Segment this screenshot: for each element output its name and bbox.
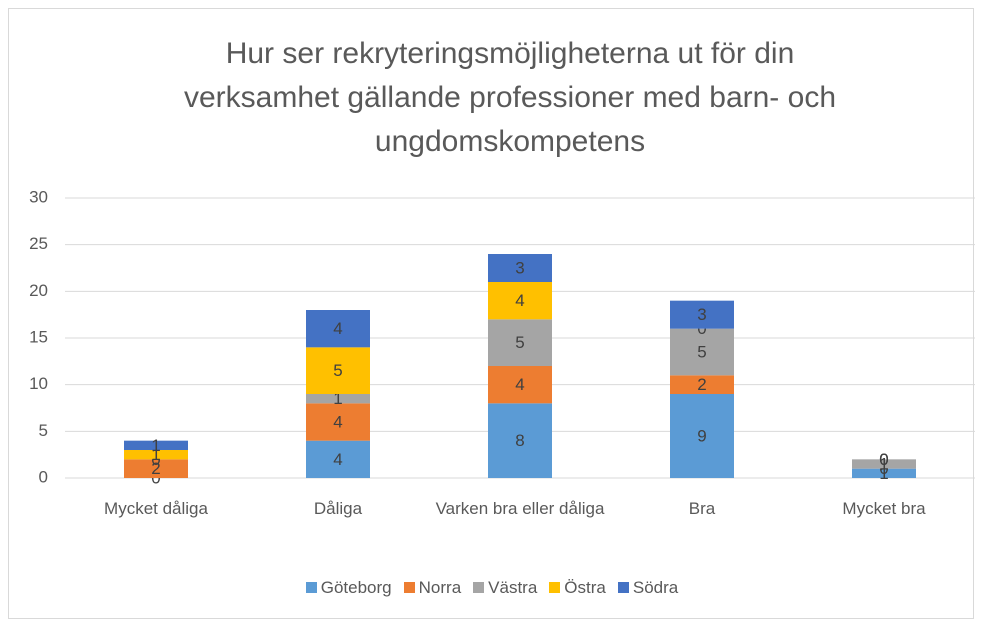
bar-segment	[124, 450, 188, 460]
bar-segment	[124, 459, 188, 478]
y-tick-label: 5	[39, 421, 48, 440]
legend: Göteborg Norra Västra Östra Södra	[0, 578, 984, 598]
bar-segment	[306, 403, 370, 441]
bar-segment	[488, 282, 552, 320]
bar-segment	[488, 403, 552, 478]
bar-segment	[306, 310, 370, 348]
bar-segment	[852, 468, 916, 478]
data-label: 9	[697, 426, 706, 445]
bar-segment	[124, 440, 188, 450]
bar-segment	[670, 300, 734, 329]
legend-label: Norra	[418, 578, 462, 597]
data-label: 4	[515, 291, 524, 310]
x-tick-label: Mycket bra	[842, 499, 926, 518]
bar-segment	[306, 347, 370, 394]
data-label: 4	[333, 319, 342, 338]
y-tick-label: 10	[29, 374, 48, 393]
data-label: 5	[333, 361, 342, 380]
chart-title: Hur ser rekryteringsmöjligheterna ut för…	[183, 37, 837, 158]
data-label: 8	[515, 431, 524, 450]
y-tick-label: 15	[29, 327, 48, 346]
legend-swatch	[305, 582, 317, 593]
legend-label: Göteborg	[320, 578, 392, 597]
data-label: 4	[333, 450, 342, 469]
x-tick-label: Bra	[688, 499, 716, 518]
legend-swatch	[549, 582, 561, 593]
data-label: 2	[697, 375, 706, 394]
legend-swatch	[403, 582, 415, 593]
data-label: 1	[151, 436, 160, 455]
bar-segment	[852, 459, 916, 469]
legend-label: Västra	[488, 578, 538, 597]
legend-swatch	[473, 582, 485, 593]
x-tick-label: Varken bra eller dåliga	[435, 499, 605, 518]
legend-label: Södra	[632, 578, 679, 597]
data-label: 5	[515, 333, 524, 352]
data-label: 0	[879, 450, 888, 469]
data-label: 1	[151, 445, 160, 464]
data-label: 5	[697, 342, 706, 361]
bar-segment	[488, 319, 552, 366]
chart-frame	[8, 8, 974, 619]
bar-segment	[488, 366, 552, 404]
data-label: 1	[879, 454, 888, 473]
bar-segment	[306, 440, 370, 478]
data-label: 3	[697, 305, 706, 324]
data-label: 1	[879, 464, 888, 483]
y-tick-label: 25	[29, 234, 48, 253]
data-label: 3	[515, 258, 524, 277]
y-tick-label: 30	[29, 187, 48, 206]
legend-item: Östra	[549, 578, 606, 598]
legend-swatch	[617, 582, 629, 593]
bar-segment	[306, 394, 370, 404]
legend-item: Norra	[403, 578, 462, 598]
legend-label: Östra	[564, 578, 606, 597]
data-label: 4	[333, 412, 342, 431]
bar-segment	[670, 375, 734, 394]
legend-item: Västra	[473, 578, 537, 598]
data-label: 4	[515, 375, 524, 394]
data-label: 0	[879, 450, 888, 469]
data-label: 2	[151, 459, 160, 478]
bar-segment	[670, 394, 734, 478]
legend-item: Södra	[617, 578, 679, 598]
x-tick-label: Dåliga	[313, 499, 363, 518]
x-tick-label: Mycket dåliga	[104, 499, 208, 518]
bar-segment	[670, 328, 734, 376]
legend-item: Göteborg	[305, 578, 392, 598]
y-tick-label: 0	[39, 467, 48, 486]
data-label: 1	[333, 389, 342, 408]
y-tick-label: 20	[29, 281, 48, 300]
bar-segment	[488, 254, 552, 282]
